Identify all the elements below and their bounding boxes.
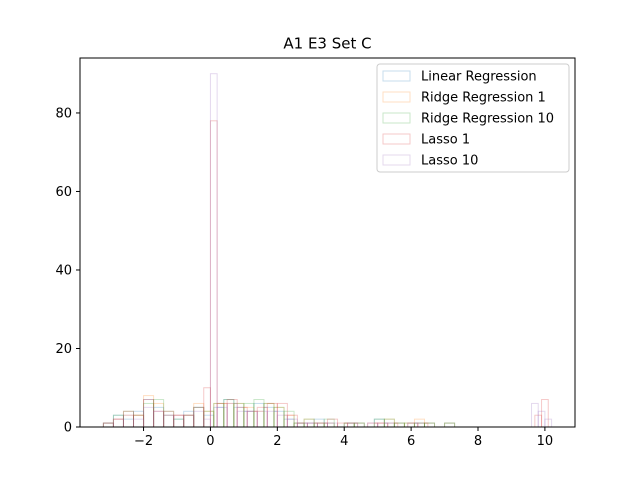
legend-swatch (382, 133, 411, 145)
x-tick-label: 10 (537, 434, 554, 449)
chart-title: A1 E3 Set C (283, 35, 371, 53)
y-tick-label: 0 (64, 421, 72, 436)
x-tick-label: 4 (340, 434, 348, 449)
legend-label: Linear Regression (421, 70, 537, 85)
y-tick-label: 80 (55, 106, 72, 121)
x-axis: −2 0 2 4 6 8 10 (134, 427, 553, 449)
x-tick-label: 0 (206, 434, 214, 449)
y-axis: 0 20 40 60 80 (55, 106, 80, 436)
legend-label: Ridge Regression 1 (421, 91, 546, 106)
axes-frame (79, 57, 576, 428)
series-lasso-1 (102, 120, 549, 428)
x-tick-label: −2 (134, 434, 153, 449)
legend-label: Lasso 1 (421, 133, 470, 148)
legend-swatch (382, 91, 411, 103)
legend-label: Lasso 10 (421, 154, 478, 169)
y-tick-label: 60 (55, 185, 72, 200)
legend-box (376, 63, 570, 173)
legend-swatch (382, 154, 411, 166)
legend-swatch (382, 112, 411, 124)
y-tick-label: 40 (55, 263, 72, 278)
x-tick-label: 2 (273, 434, 281, 449)
legend-label: Ridge Regression 10 (421, 112, 554, 127)
legend-swatch (382, 70, 411, 82)
x-tick-label: 8 (474, 434, 482, 449)
legend: Linear Regression Ridge Regression 1 Ridge… (376, 63, 570, 173)
y-tick-label: 20 (55, 342, 72, 357)
x-tick-label: 6 (407, 434, 415, 449)
